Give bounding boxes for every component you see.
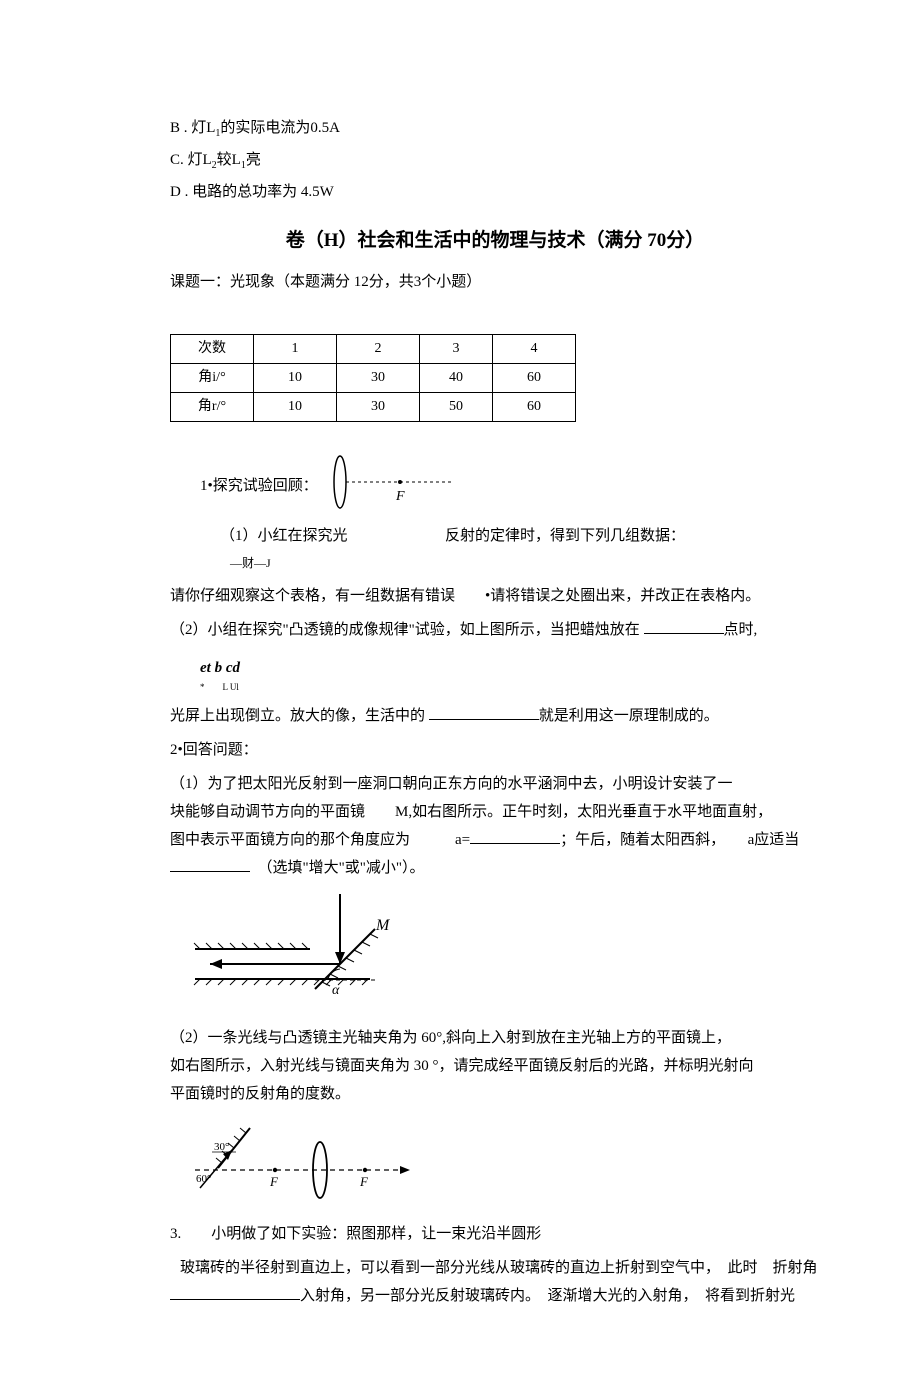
table-cell: 角i/° (171, 364, 254, 393)
q2-p2b: 如右图所示，入射光线与镜面夹角为 30 °，请完成经平面镜反射后的光路，并标明光… (170, 1054, 820, 1078)
q2-p1-l3b: ；午后，随着太阳西斜， a应适当 (560, 832, 799, 848)
table-cell: 4 (493, 335, 576, 364)
q3-p2a: 入射角，另一部分光反射玻璃砖内。 逐渐增大光的入射角， 将看到折射光 (300, 1288, 795, 1304)
mirror-diagram-icon: α M (190, 894, 820, 1012)
q2-p2c: 平面镜时的反射角的度数。 (170, 1082, 820, 1106)
opt-b-tail: 的实际电流为0.5A (220, 120, 340, 136)
option-d: D . 电路的总功率为 4.5W (170, 180, 820, 204)
q2-p1-l4b: （选填"增大"或"减小"）。 (265, 860, 425, 876)
table-cell: 60 (493, 364, 576, 393)
q1-p4a: 光屏上出现倒立。放大的像，生活中的 (170, 708, 429, 724)
svg-text:M: M (375, 917, 391, 934)
opt-b-head: B . 灯L (170, 120, 215, 136)
table-cell: 3 (420, 335, 493, 364)
etbcd-label: et b cd (200, 656, 820, 680)
option-c: C. 灯L2较L1亮 (170, 148, 820, 174)
q2-p2a: （2）一条光线与凸透镜主光轴夹角为 60°,斜向上入射到放在主光轴上方的平面镜上… (170, 1026, 820, 1050)
q3-header: 3. 小明做了如下实验：照图那样，让一束光沿半圆形 (170, 1222, 820, 1246)
svg-text:30°: 30° (214, 1141, 229, 1153)
svg-text:F: F (269, 1174, 279, 1189)
table-cell: 2 (337, 335, 420, 364)
q1-p3b: 点时, (724, 622, 758, 638)
opt-c-tail: 亮 (246, 152, 261, 168)
q1-p2: 请你仔细观察这个表格，有一组数据有错误 •请将错误之处圈出来，并改正在表格内。 (170, 584, 820, 608)
etbcd-sub: * L Ul (200, 680, 820, 694)
table-cell: 40 (420, 364, 493, 393)
table-cell: 50 (420, 393, 493, 422)
opt-c-mid: 较L (217, 152, 241, 168)
table-cell: 30 (337, 364, 420, 393)
table-cell: 次数 (171, 335, 254, 364)
opt-c-head: C. 灯L (170, 152, 212, 168)
q2-p1-l2: 块能够自动调节方向的平面镜 M,如右图所示。正午时刻，太阳光垂直于水平地面直射， (170, 800, 820, 824)
lens-diagram-icon: F (322, 452, 462, 520)
table-cell: 10 (254, 364, 337, 393)
lens-f-label: F (395, 489, 405, 504)
q2-p1-l3a: 图中表示平面镜方向的那个角度应为 a= (170, 832, 470, 848)
opt-d-text: D . 电路的总功率为 4.5W (170, 184, 334, 200)
svg-text:F: F (359, 1174, 369, 1189)
q1-p4b: 就是利用这一原理制成的。 (539, 708, 719, 724)
blank-increase-decrease (170, 856, 250, 872)
q1-p1b: 反射的定律时，得到下列几组数据： (445, 528, 685, 544)
blank-refract-compare (170, 1284, 300, 1300)
topic1-line: 课题一：光现象（本题满分 12分，共3个小题） (170, 270, 820, 294)
q3-p1: 玻璃砖的半径射到直边上，可以看到一部分光线从玻璃砖的直边上折射到空气中， 此时 … (180, 1256, 820, 1280)
svg-text:60°: 60° (196, 1173, 211, 1185)
q2-header: 2•回答问题： (170, 738, 820, 762)
q1-p3a: （2）小组在探究"凸透镜的成像规律"试验，如上图所示，当把蜡烛放在 (170, 622, 644, 638)
table-cell: 10 (254, 393, 337, 422)
table-cell: 角r/° (171, 393, 254, 422)
q1-small: —财—J (230, 554, 820, 573)
table-cell: 30 (337, 393, 420, 422)
lens2-diagram-icon: F F 30° 60° (190, 1120, 820, 1208)
q1-header: 1•探究试验回顾： (200, 478, 318, 494)
blank-device (429, 704, 539, 720)
blank-angle-a (470, 828, 560, 844)
data-table: 次数1234 角i/°10304060 角r/°10305060 (170, 334, 576, 422)
svg-text:α: α (332, 983, 340, 998)
table-cell: 1 (254, 335, 337, 364)
q2-p1-l1: （1）为了把太阳光反射到一座洞口朝向正东方向的水平涵洞中去，小明设计安装了一 (170, 772, 820, 796)
q1-p1a: （1）小红在探究光 (220, 528, 348, 544)
table-cell: 60 (493, 393, 576, 422)
blank-candle-pos (644, 618, 724, 634)
section-title: 卷（H）社会和生活中的物理与技术（满分 70分） (170, 226, 820, 256)
option-b: B . 灯L1的实际电流为0.5A (170, 116, 820, 142)
